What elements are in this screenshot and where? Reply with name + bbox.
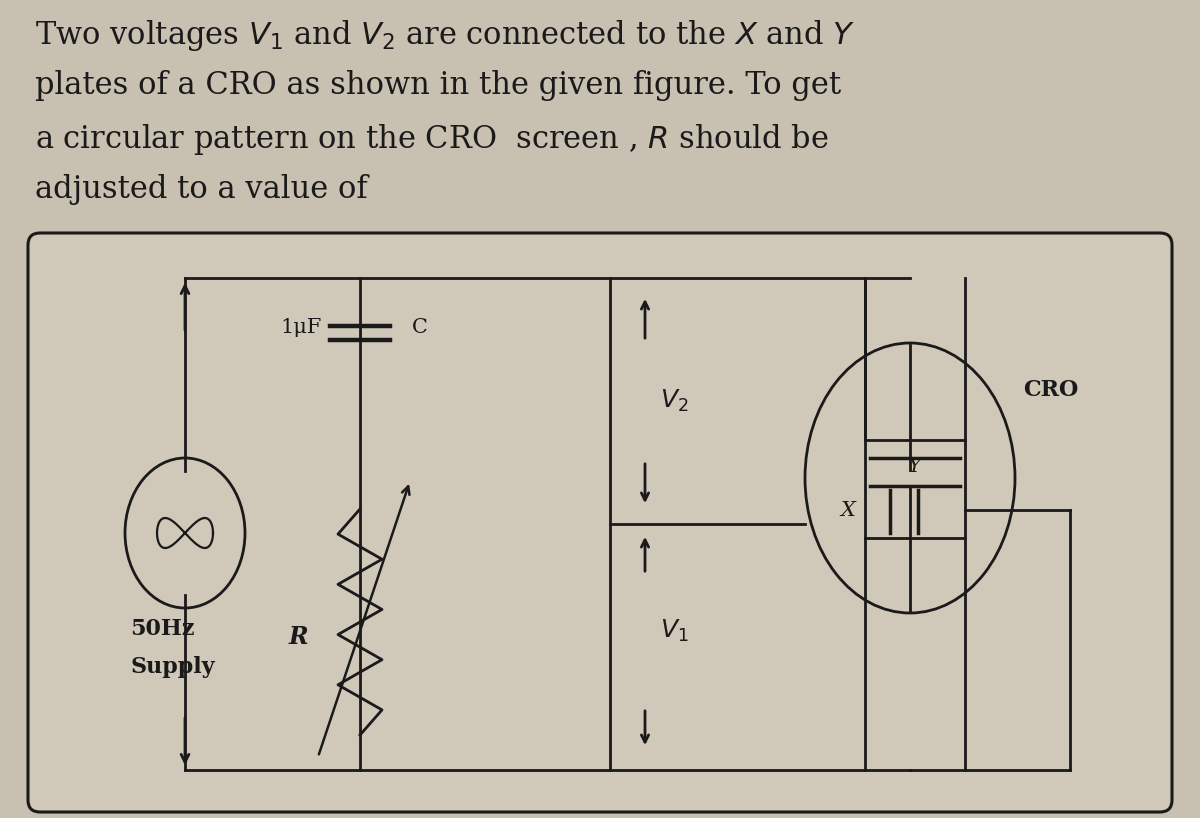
Text: R: R [288,625,308,649]
Text: plates of a CRO as shown in the given figure. To get: plates of a CRO as shown in the given fi… [35,70,841,101]
FancyBboxPatch shape [28,233,1172,812]
Text: Y: Y [908,457,922,477]
Text: Supply: Supply [130,656,215,678]
Text: $V_1$: $V_1$ [660,618,689,644]
Text: 1μF: 1μF [281,318,322,338]
Text: $V_2$: $V_2$ [660,388,689,414]
Text: a circular pattern on the CRO  screen , $R$ should be: a circular pattern on the CRO screen , $… [35,122,829,157]
Text: adjusted to a value of: adjusted to a value of [35,174,367,205]
Text: X: X [840,501,854,519]
Text: C: C [412,318,428,338]
Text: Two voltages $V_1$ and $V_2$ are connected to the $X$ and $Y$: Two voltages $V_1$ and $V_2$ are connect… [35,18,856,53]
Text: CRO: CRO [1022,380,1079,402]
Text: 50Hz: 50Hz [130,618,194,640]
